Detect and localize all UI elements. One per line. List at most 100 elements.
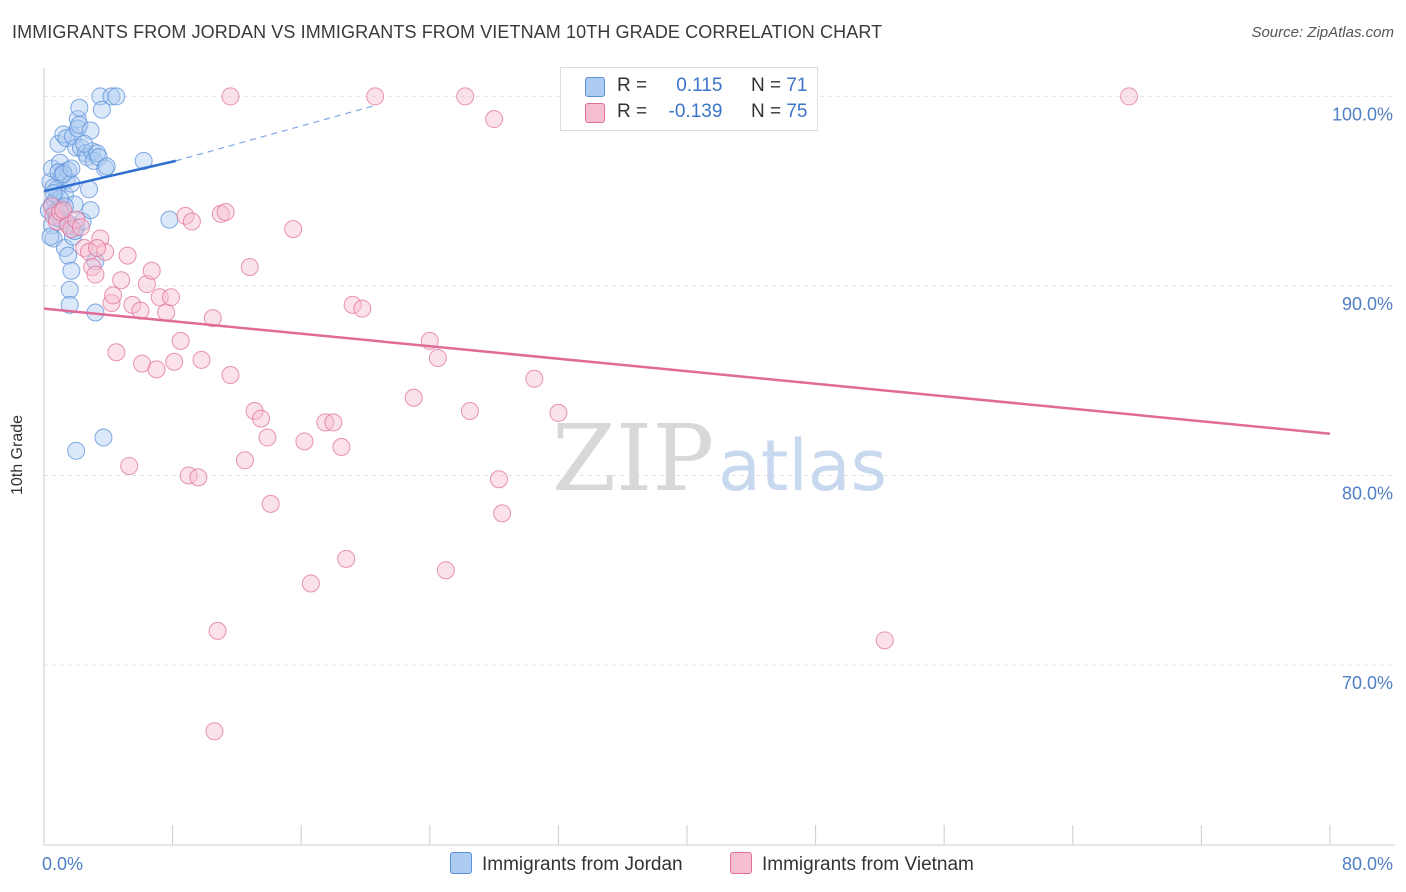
- vietnam-point: [203, 309, 222, 328]
- y-tick-label: 80.0%: [1342, 483, 1393, 503]
- chart-title: IMMIGRANTS FROM JORDAN VS IMMIGRANTS FRO…: [12, 22, 883, 42]
- vietnam-point: [366, 87, 385, 106]
- vietnam-point: [120, 456, 139, 475]
- legend-n-label: N =: [750, 75, 782, 96]
- jordan-point: [81, 201, 100, 220]
- jordan-point: [60, 295, 79, 314]
- vietnam-point: [192, 350, 211, 369]
- vietnam-point: [182, 212, 201, 231]
- watermark-zip: ZIP: [552, 405, 714, 512]
- jordan-point: [70, 98, 89, 117]
- jordan-point: [107, 87, 126, 106]
- jordan-point: [102, 87, 121, 106]
- legend-r-label: R =: [617, 101, 648, 122]
- jordan-point: [86, 252, 105, 271]
- vietnam-point: [102, 293, 121, 312]
- x-tick-label-max: 80.0%: [1342, 854, 1393, 874]
- jordan-point: [41, 227, 60, 246]
- vietnam-point: [549, 403, 568, 422]
- vietnam-point: [456, 87, 475, 106]
- watermark-atlas: atlas: [718, 425, 887, 507]
- gridlines: [44, 95, 1395, 666]
- vietnam-point: [252, 409, 271, 428]
- vietnam-point: [428, 348, 447, 367]
- vietnam-point: [104, 286, 123, 305]
- jordan-point: [97, 157, 116, 176]
- vietnam-point: [324, 413, 343, 432]
- legend-n-label: N =: [750, 101, 782, 122]
- vietnam-point: [1120, 87, 1139, 106]
- jordan-point: [70, 115, 89, 134]
- trend-line-vietnam: [43, 307, 1331, 436]
- legend-r-vietnam: -0.139: [668, 101, 723, 122]
- vietnam-point: [157, 303, 176, 322]
- legend-n-jordan: 71: [786, 75, 808, 96]
- bottom-legend-jordan: Immigrants from Jordan: [450, 852, 683, 876]
- vietnam-point: [332, 438, 351, 457]
- y-tick-labels: 70.0% 80.0% 90.0% 100.0%: [1332, 104, 1393, 693]
- vietnam-point: [165, 352, 184, 371]
- jordan-point: [75, 134, 94, 153]
- jordan-point: [92, 100, 111, 119]
- vietnam-point: [245, 402, 264, 421]
- vietnam-point: [86, 265, 105, 284]
- legend-swatch-jordan: [585, 77, 605, 97]
- y-tick-label: 100.0%: [1332, 104, 1393, 124]
- vietnam-point: [107, 343, 126, 362]
- vietnam-point: [489, 470, 508, 489]
- series-vietnam-points: [43, 87, 1139, 741]
- vietnam-point: [343, 295, 362, 314]
- jordan-point: [62, 159, 81, 178]
- vietnam-point: [221, 87, 240, 106]
- bottom-legend-vietnam: Immigrants from Vietnam: [730, 852, 974, 876]
- legend-r-label: R =: [617, 75, 648, 96]
- trend-lines: [43, 105, 1331, 436]
- vietnam-point: [337, 549, 356, 568]
- bottom-legend-label-jordan: Immigrants from Jordan: [482, 854, 683, 875]
- vietnam-point: [189, 468, 208, 487]
- vietnam-point: [301, 574, 320, 593]
- vietnam-point: [493, 504, 512, 523]
- vietnam-point: [208, 621, 227, 640]
- vietnam-point: [51, 203, 70, 222]
- legend-swatch-vietnam: [585, 103, 605, 123]
- vietnam-point: [142, 261, 161, 280]
- vietnam-point: [91, 229, 110, 248]
- vietnam-point: [112, 271, 131, 290]
- vietnam-point: [295, 432, 314, 451]
- vietnam-point: [875, 631, 894, 650]
- vietnam-point: [216, 203, 235, 222]
- vietnam-point: [171, 331, 190, 350]
- vietnam-point: [88, 239, 107, 258]
- vietnam-point: [258, 428, 277, 447]
- vietnam-point: [404, 388, 423, 407]
- vietnam-point: [525, 369, 544, 388]
- vietnam-point: [147, 360, 166, 379]
- axes: [43, 68, 1395, 846]
- jordan-point: [160, 210, 179, 229]
- vietnam-point: [261, 494, 280, 513]
- vietnam-point: [240, 257, 259, 276]
- bottom-legend-swatch-jordan: [450, 852, 472, 874]
- bottom-legend-label-vietnam: Immigrants from Vietnam: [762, 854, 974, 875]
- stats-legend: R = 0.115 N = 71 R = -0.139 N = 75: [560, 67, 818, 131]
- vietnam-point: [221, 366, 240, 385]
- legend-r-jordan: 0.115: [676, 75, 723, 96]
- vietnam-point: [137, 275, 156, 294]
- trend-line-jordan-extension: [175, 105, 374, 162]
- x-tick-labels: 0.0% 80.0%: [42, 854, 1393, 874]
- jordan-point: [81, 121, 100, 140]
- vietnam-point: [235, 451, 254, 470]
- vietnam-point: [284, 220, 303, 239]
- jordan-point: [60, 280, 79, 299]
- x-tick-label-min: 0.0%: [42, 854, 83, 874]
- jordan-point: [94, 428, 113, 447]
- vietnam-point: [436, 561, 455, 580]
- jordan-point: [62, 261, 81, 280]
- vietnam-point: [118, 246, 137, 265]
- watermark: ZIP atlas: [552, 405, 887, 512]
- vietnam-point: [485, 110, 504, 129]
- y-tick-label: 70.0%: [1342, 673, 1393, 693]
- trend-line-jordan: [43, 159, 177, 193]
